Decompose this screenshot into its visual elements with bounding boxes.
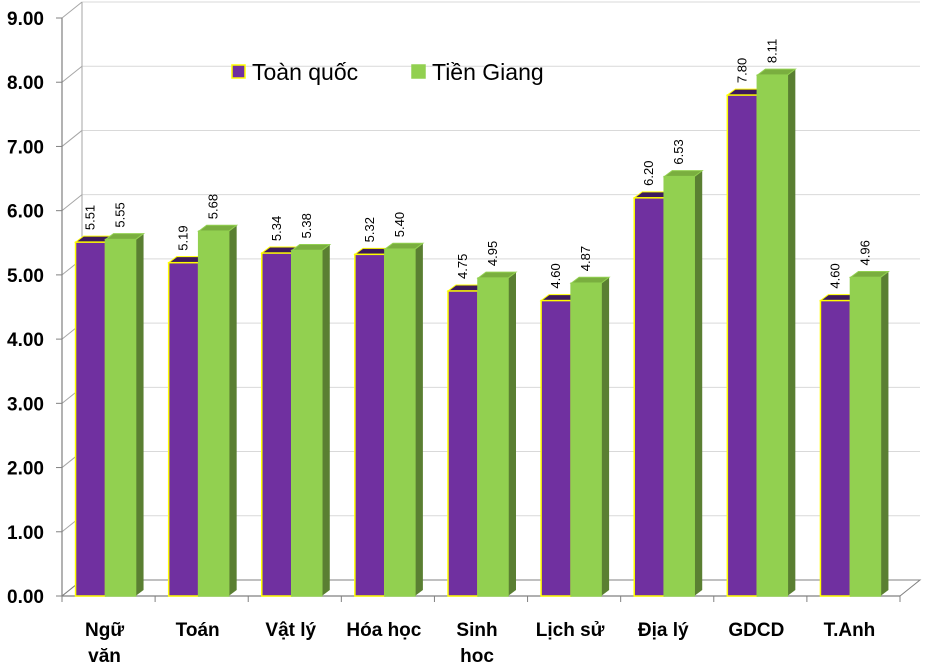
- bar: [354, 253, 386, 597]
- x-category-label: GDCD: [728, 620, 784, 641]
- x-category-label: văn: [88, 646, 121, 663]
- bar-side: [228, 225, 237, 596]
- bar-side: [880, 271, 889, 596]
- y-tick-label: 3.00: [7, 394, 44, 415]
- data-label: 4.60: [827, 263, 842, 288]
- gridline-depth: [61, 194, 83, 212]
- legend-swatch: [231, 64, 246, 79]
- bar-side: [508, 272, 516, 596]
- bar: [74, 241, 107, 597]
- data-label: 8.11: [764, 39, 779, 63]
- data-label: 4.60: [548, 263, 563, 288]
- data-label: 4.96: [857, 240, 872, 265]
- x-category-label: Địa lý: [638, 620, 689, 641]
- legend-label: Toàn quốc: [252, 59, 358, 85]
- bar-side: [135, 233, 144, 597]
- bar: [197, 230, 230, 597]
- y-tick-label: 9.00: [7, 9, 44, 30]
- y-tick-label: 1.00: [7, 523, 44, 544]
- x-category-label: Hóa học: [346, 620, 421, 641]
- bar-side: [694, 170, 703, 596]
- x-category-label: Vật lý: [265, 620, 316, 641]
- bar: [261, 252, 293, 597]
- y-tick-label: 4.00: [7, 330, 44, 351]
- bar: [540, 299, 572, 597]
- bar: [104, 238, 137, 597]
- bar: [384, 248, 416, 597]
- data-label: 4.87: [578, 246, 593, 271]
- gridline-depth: [61, 65, 83, 83]
- y-tick-label: 8.00: [7, 73, 44, 94]
- data-label: 5.32: [362, 217, 377, 242]
- bar: [477, 277, 509, 597]
- x-category-label: Ngữ: [85, 620, 124, 641]
- y-tick-label: 7.00: [7, 137, 44, 158]
- data-label: 7.80: [734, 58, 749, 83]
- data-label: 4.75: [455, 254, 470, 279]
- bar: [849, 276, 882, 597]
- data-label: 5.40: [392, 212, 407, 237]
- bar-side: [321, 244, 330, 597]
- bar-side: [601, 277, 610, 596]
- data-label: 5.38: [299, 213, 314, 238]
- legend-swatch: [411, 64, 426, 79]
- data-label: 5.55: [113, 202, 128, 227]
- x-category-label: T.Anh: [824, 620, 876, 641]
- data-label: 5.51: [83, 205, 98, 230]
- bar: [819, 299, 852, 597]
- bar: [663, 175, 695, 597]
- y-tick-label: 2.00: [7, 459, 44, 480]
- bar-side: [414, 243, 423, 596]
- bar: [291, 249, 323, 597]
- data-label: 5.34: [269, 216, 284, 241]
- label-layer: 5.51 5.55 5.19 5.68 5.34 5.38 5.32 5.40 4.75 4.95…: [83, 39, 873, 289]
- x-category-label: Lịch sử: [536, 620, 605, 641]
- x-category-label: học: [460, 646, 494, 663]
- bar-layer: [74, 68, 890, 597]
- data-label: 4.95: [485, 241, 500, 266]
- bar: [633, 197, 665, 597]
- bar: [447, 290, 479, 597]
- data-label: 6.53: [671, 139, 686, 164]
- legend: Toàn quốc Tiền Giang: [231, 59, 544, 85]
- x-category-label: Toán: [176, 620, 220, 641]
- bar: [570, 282, 602, 597]
- legend-label: Tiền Giang: [432, 59, 544, 85]
- bar-side: [787, 69, 796, 596]
- data-label: 6.20: [641, 161, 656, 186]
- gridline-depth: [61, 1, 83, 19]
- gridline-depth: [61, 130, 83, 147]
- x-category-label: Sinh: [456, 620, 497, 641]
- bar: [756, 74, 789, 597]
- y-tick-label: 0.00: [7, 587, 44, 608]
- bar: [726, 94, 759, 597]
- data-label: 5.68: [206, 194, 221, 219]
- data-label: 5.19: [176, 225, 191, 250]
- bar: [167, 261, 200, 597]
- y-tick-label: 5.00: [7, 266, 44, 287]
- y-tick-label: 6.00: [7, 202, 44, 223]
